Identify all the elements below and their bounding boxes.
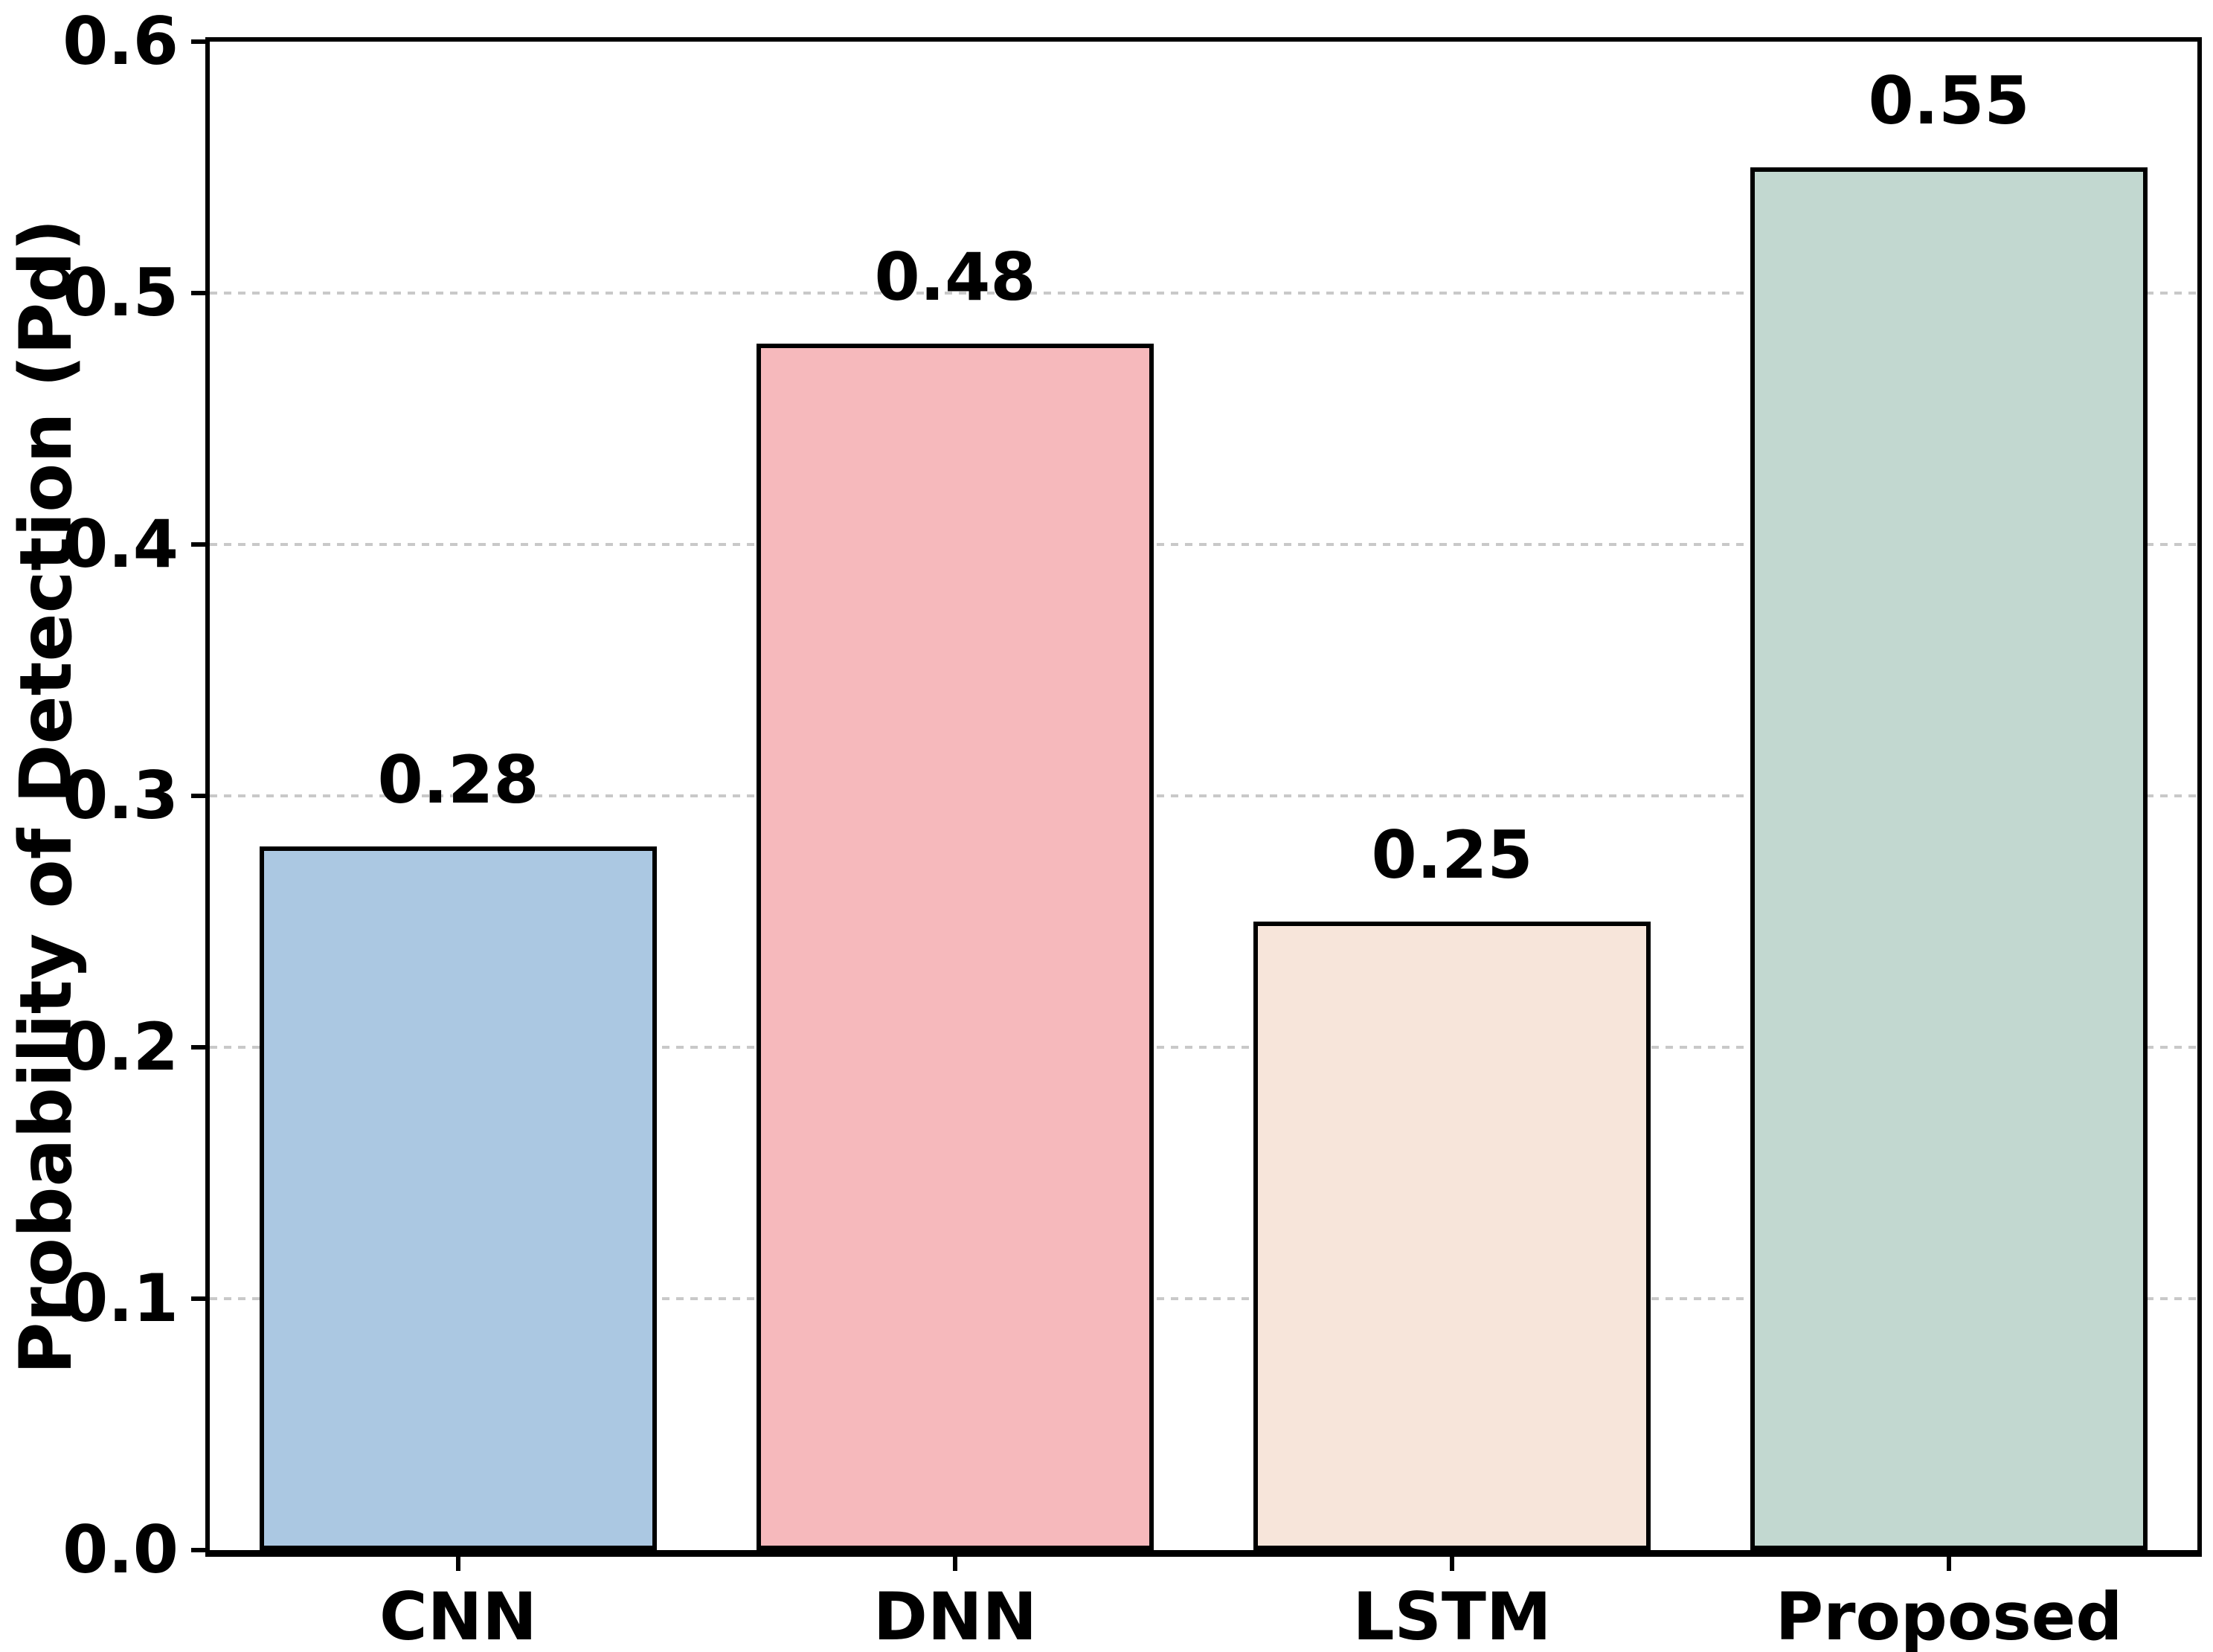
y-tick-mark [191,1548,210,1552]
y-tick-mark [191,1296,210,1301]
bar-value-label: 0.28 [377,741,539,818]
bar-proposed [1750,167,2148,1550]
gridline [210,1046,2197,1049]
x-tick-label: Proposed [1775,1578,2123,1652]
bar-value-label: 0.55 [1868,62,2030,139]
y-tick-mark [191,39,210,44]
plot-area: 0.0 0.1 0.2 0.3 0.4 0.5 0.6 0.28 CNN 0.48 DNN 0.25 L… [62,9,2202,1650]
y-tick-label: 0.1 [62,1260,179,1337]
x-tick-mark [456,1550,460,1571]
gridline [210,292,2197,295]
y-tick-mark [191,542,210,547]
y-tick-mark [191,291,210,295]
bar-lstm [1253,922,1651,1550]
y-tick-label: 0.5 [62,254,179,331]
gridline [210,1297,2197,1300]
x-tick-mark [1947,1550,1951,1571]
y-tick-label: 0.2 [62,1009,179,1085]
bar-dnn [756,343,1154,1550]
y-tick-label: 0.6 [62,3,179,80]
gridline [210,543,2197,546]
y-tick-label: 0.3 [62,757,179,834]
bar-value-label: 0.48 [874,238,1036,315]
bar-value-label: 0.25 [1371,817,1533,893]
x-tick-label: DNN [873,1578,1038,1652]
y-tick-mark [191,1045,210,1050]
x-tick-label: CNN [379,1578,537,1652]
y-tick-label: 0.0 [62,1511,179,1588]
y-tick-mark [191,794,210,798]
x-tick-mark [953,1550,957,1571]
gridline [210,794,2197,797]
y-tick-label: 0.4 [62,506,179,582]
x-tick-mark [1450,1550,1454,1571]
x-tick-label: LSTM [1352,1578,1552,1652]
bar-cnn [259,846,658,1550]
